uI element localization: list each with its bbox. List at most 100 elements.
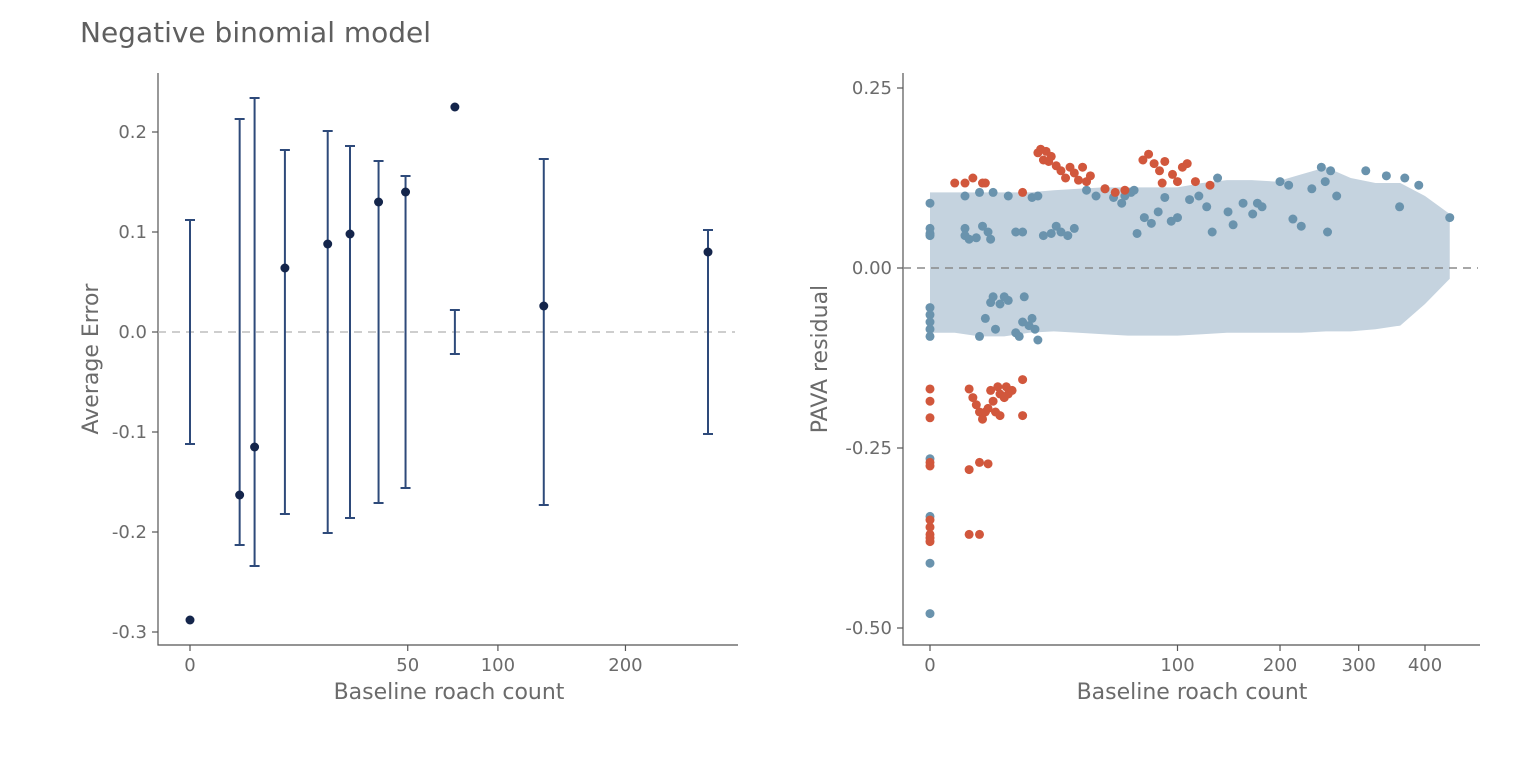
residual-point-inside bbox=[1033, 191, 1043, 201]
residual-point-outside bbox=[1205, 180, 1215, 190]
residual-point-outside bbox=[975, 529, 984, 539]
figure-title: Negative binomial model bbox=[80, 16, 431, 49]
residual-point-inside bbox=[1228, 220, 1238, 230]
residual-point-inside bbox=[1207, 227, 1217, 237]
residual-point-outside bbox=[986, 385, 996, 395]
residual-point-inside bbox=[990, 324, 1000, 334]
residual-point-outside bbox=[925, 396, 935, 406]
residual-point-inside bbox=[971, 233, 981, 243]
error-bar-panel: 0 50 100 200 -0.3 -0.2 -0.1 0.0 0.1 0.2 Baseline… bbox=[79, 73, 738, 705]
residual-point-outside bbox=[1085, 171, 1095, 181]
residual-point-inside bbox=[925, 231, 935, 241]
right-x-axis-ticks: 0 100 200 300 400 bbox=[924, 645, 1442, 676]
x-tick-label: 50 bbox=[396, 655, 419, 676]
residual-point-outside bbox=[1018, 375, 1028, 385]
residual-point-outside bbox=[968, 173, 978, 183]
residual-point-inside bbox=[995, 299, 1005, 309]
left-y-axis-title: Average Error bbox=[79, 283, 104, 435]
residual-point-inside bbox=[925, 558, 935, 568]
residual-point-inside bbox=[1361, 166, 1371, 176]
residual-point-outside bbox=[975, 457, 984, 467]
error-bar bbox=[373, 160, 384, 504]
residual-point-outside bbox=[950, 178, 960, 188]
error-bar bbox=[449, 309, 460, 355]
error-bar bbox=[279, 149, 290, 515]
residual-point-inside bbox=[1146, 218, 1156, 228]
residual-point-outside bbox=[1160, 156, 1170, 166]
residual-point-inside bbox=[1139, 213, 1149, 223]
residual-point-inside bbox=[1011, 227, 1021, 237]
residual-point-inside bbox=[1033, 335, 1043, 345]
residual-point-inside bbox=[1117, 198, 1127, 208]
residual-point-inside bbox=[975, 187, 984, 197]
error-bar bbox=[400, 175, 411, 489]
residual-point-outside bbox=[1190, 177, 1200, 187]
residual-point-outside bbox=[1061, 173, 1071, 183]
residual-point-inside bbox=[1173, 213, 1182, 223]
residual-point-inside bbox=[925, 331, 935, 341]
residual-point-inside bbox=[1257, 202, 1267, 212]
error-bar bbox=[185, 219, 195, 445]
residual-point-outside bbox=[1144, 149, 1154, 159]
y-tick-label: 0.00 bbox=[852, 258, 892, 279]
residual-point-inside bbox=[1296, 221, 1306, 231]
residual-point-outside bbox=[925, 461, 935, 471]
residual-point-inside bbox=[960, 223, 970, 233]
residual-point-outside bbox=[1046, 151, 1056, 161]
residual-point-inside bbox=[1213, 173, 1223, 183]
residual-point-outside bbox=[1056, 166, 1066, 176]
residual-point-outside bbox=[925, 522, 935, 532]
residual-point-inside bbox=[925, 310, 935, 320]
y-tick-label: 0.25 bbox=[852, 78, 892, 99]
residual-point-inside bbox=[1063, 231, 1073, 241]
residual-point-inside bbox=[1019, 292, 1029, 302]
residual-point-outside bbox=[1069, 168, 1079, 178]
right-y-axis-title: PAVA residual bbox=[808, 285, 833, 433]
residual-point-inside bbox=[964, 234, 974, 244]
residual-point-inside bbox=[925, 198, 935, 208]
residual-point-inside bbox=[1160, 192, 1170, 202]
residual-point-outside bbox=[993, 382, 1003, 392]
y-tick-label: 0.2 bbox=[118, 122, 147, 143]
left-x-axis-title: Baseline roach count bbox=[334, 680, 565, 705]
residual-point-inside bbox=[1046, 228, 1056, 238]
residual-point-outside bbox=[1078, 162, 1088, 172]
data-point bbox=[374, 197, 384, 207]
x-tick-label: 200 bbox=[1263, 655, 1297, 676]
residual-point-inside bbox=[1248, 209, 1258, 219]
residual-point-inside bbox=[1129, 185, 1139, 195]
x-tick-label: 100 bbox=[1160, 655, 1194, 676]
error-bar bbox=[703, 229, 713, 435]
residual-point-inside bbox=[1395, 202, 1405, 212]
data-point bbox=[401, 187, 411, 197]
residual-point-inside bbox=[1326, 166, 1336, 176]
residual-point-inside bbox=[1014, 331, 1024, 341]
residual-point-inside bbox=[1003, 191, 1013, 201]
error-bars bbox=[185, 97, 713, 567]
residual-point-inside bbox=[1018, 227, 1028, 237]
residual-point-inside bbox=[1038, 231, 1048, 241]
residual-point-outside bbox=[964, 384, 974, 394]
residual-point-inside bbox=[986, 234, 996, 244]
residual-point-inside bbox=[1316, 162, 1326, 172]
residual-point-outside bbox=[1157, 178, 1167, 188]
residual-point-inside bbox=[1307, 184, 1317, 194]
error-bar bbox=[234, 118, 245, 546]
residual-point-inside bbox=[1332, 191, 1342, 201]
residual-point-outside bbox=[980, 178, 990, 188]
residual-point-inside bbox=[980, 313, 990, 323]
data-point bbox=[185, 615, 195, 625]
residual-point-outside bbox=[964, 529, 974, 539]
residual-point-inside bbox=[1132, 228, 1142, 238]
residual-points-outside bbox=[925, 144, 1215, 547]
y-tick-label: -0.2 bbox=[112, 522, 147, 543]
right-x-axis-title: Baseline roach count bbox=[1077, 680, 1308, 705]
residual-point-inside bbox=[988, 187, 998, 197]
data-point bbox=[280, 263, 290, 273]
y-tick-label: 0.1 bbox=[118, 222, 147, 243]
residual-point-outside bbox=[1149, 159, 1159, 169]
residual-point-inside bbox=[975, 331, 984, 341]
residual-point-inside bbox=[1194, 191, 1204, 201]
residual-point-inside bbox=[1069, 223, 1079, 233]
left-axes bbox=[157, 73, 738, 646]
